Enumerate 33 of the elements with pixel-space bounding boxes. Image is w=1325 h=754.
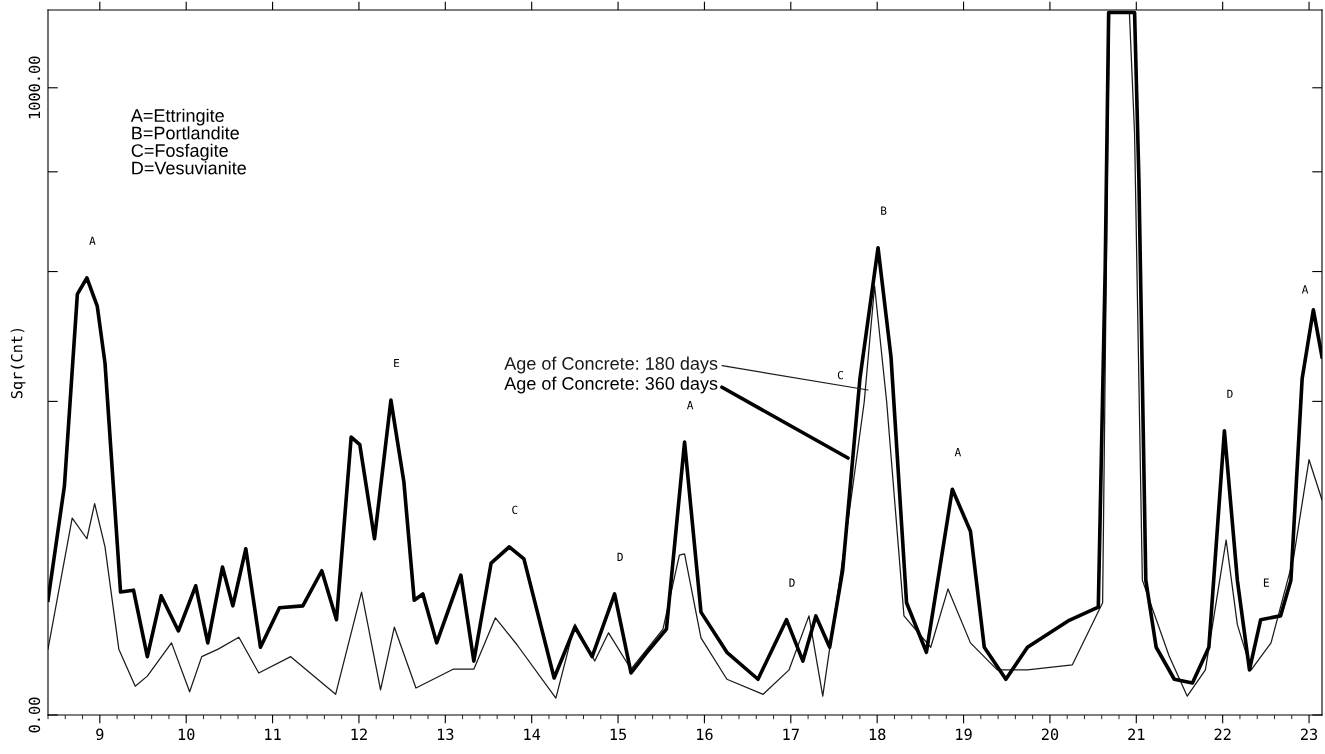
y-axis-title: Sqr(Cnt) xyxy=(10,328,26,399)
x-tick-label: 9 xyxy=(96,728,104,741)
annotation: E xyxy=(394,359,400,368)
x-tick-label: 15 xyxy=(610,728,627,741)
annotation: B xyxy=(881,206,887,215)
annotation: A xyxy=(686,401,694,410)
annotation: D xyxy=(617,552,623,561)
x-tick-label: 19 xyxy=(956,728,972,741)
x-tick-label: 21 xyxy=(1128,728,1145,740)
annotation: C xyxy=(512,505,518,515)
x-tick-label: 14 xyxy=(524,728,541,740)
annotation: A xyxy=(89,236,96,245)
annotation: C xyxy=(837,370,843,380)
annotation: A=Ettringite B=Portlandite C=Fosfagite D=Vesuvianite xyxy=(130,108,246,175)
text: Age of Concrete: 360 days xyxy=(504,376,718,394)
x-tick-label: 10 xyxy=(178,728,195,741)
x-tick-label: 23 xyxy=(1300,728,1318,741)
y-tick-label: 1000.00 xyxy=(28,56,41,119)
x-tick-label: 17 xyxy=(783,728,799,740)
x-tick-label: 20 xyxy=(1041,728,1059,741)
annotation: A xyxy=(1301,285,1309,294)
annotation: D xyxy=(1227,389,1233,398)
x-tick-label: 22 xyxy=(1214,728,1231,740)
text: Age of Concrete: 180 days xyxy=(504,356,718,374)
annotation: A xyxy=(954,448,962,457)
x-tick-label: 11 xyxy=(265,728,281,740)
x-tick-label: 16 xyxy=(697,728,713,741)
x-tick-label: 18 xyxy=(869,728,886,741)
x-tick-label: 13 xyxy=(437,728,454,741)
annotation: E xyxy=(1263,578,1269,587)
y-tick-label: 0.00 xyxy=(28,697,41,733)
annotation: D xyxy=(789,578,795,587)
x-tick-label: 12 xyxy=(351,728,367,740)
